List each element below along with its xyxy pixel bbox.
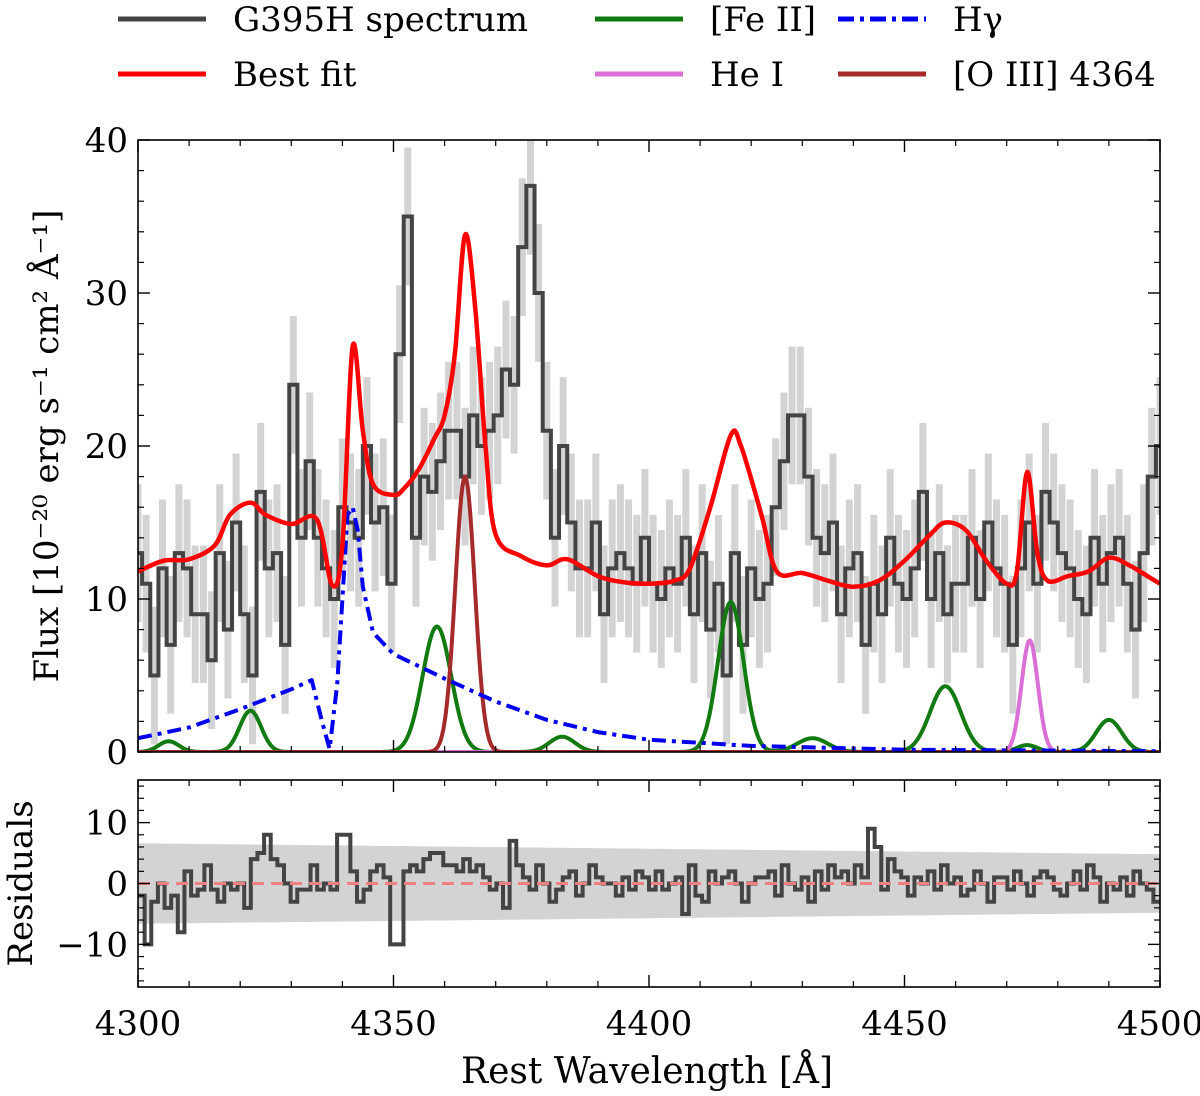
y-tick-label: 10 <box>85 580 128 620</box>
error-band-segment <box>834 850 843 917</box>
legend-entry: Best fit <box>118 55 357 95</box>
error-band-segment <box>549 847 557 920</box>
residuals-axis-label: Residuals <box>1 800 41 966</box>
error-band-segment <box>662 848 670 919</box>
error-band-segment <box>589 848 597 919</box>
error-band-segment <box>1007 852 1015 915</box>
error-band-segment <box>244 844 252 923</box>
error-band-segment <box>569 847 577 920</box>
he-i-line <box>138 638 1160 752</box>
error-band-segment <box>1100 853 1108 914</box>
legend-entry: [Fe II] <box>595 0 816 40</box>
y-tick-label: −10 <box>56 925 128 965</box>
legend-label: Best fit <box>233 55 357 95</box>
flux-panel: 0 10 20 30 40 Flux [10⁻²⁰ erg s⁻¹ cm² Å⁻¹] <box>26 121 1161 773</box>
residuals-line <box>138 826 1160 947</box>
error-band-segment <box>264 844 272 923</box>
error-band-segment <box>357 845 365 922</box>
error-band-segment <box>927 851 935 916</box>
error-band-segment <box>741 849 750 918</box>
error-band-segment <box>184 843 192 924</box>
y-tick-label: 40 <box>85 121 128 161</box>
error-band-segment <box>755 849 763 918</box>
error-band-segment <box>722 849 730 918</box>
error-band-segment <box>509 847 517 920</box>
y-tick-label: 0 <box>106 865 128 905</box>
error-band-segment <box>642 848 650 919</box>
error-band-segment <box>151 843 159 924</box>
flux-plot-area <box>138 140 1160 752</box>
error-band-segment <box>416 846 424 921</box>
h-gamma-line <box>138 505 1160 752</box>
legend-entry: He I <box>595 55 784 95</box>
error-band-segment <box>1120 853 1128 914</box>
legend-label: He I <box>710 55 784 95</box>
error-band-segment <box>456 846 464 921</box>
error-band-segment <box>1060 853 1068 914</box>
error-band-segment <box>987 852 995 915</box>
legend-entry: Hγ <box>838 0 1003 40</box>
x-tick-label: 4350 <box>350 1004 437 1044</box>
error-band-segment <box>622 848 630 919</box>
y-tick-label: 30 <box>85 274 128 314</box>
legend-label: [O III] 4364 <box>953 55 1156 95</box>
x-axis-label: Rest Wavelength [Å] <box>461 1050 833 1092</box>
y-tick-label: 0 <box>106 733 128 773</box>
best-fit-line <box>138 231 1160 590</box>
error-band-segment <box>795 850 803 917</box>
error-band-segment <box>303 845 312 922</box>
error-band-segment <box>1080 853 1088 914</box>
residuals-panel: 4300 4350 4400 4450 4500 −10 0 10 Residuals <box>1 779 1200 1044</box>
error-band-segment <box>436 846 444 921</box>
legend-label: G395H spectrum <box>233 0 528 40</box>
error-band-segment <box>874 851 882 916</box>
legend-label: Hγ <box>953 0 1003 40</box>
legend-entry: [O III] 4364 <box>838 55 1156 95</box>
error-band-segment <box>171 843 179 924</box>
error-band-segment <box>967 852 975 915</box>
legend: G395H spectrum Best fit [Fe II] He I Hγ [O II… <box>118 0 1156 95</box>
error-band-segment <box>1027 852 1035 915</box>
error-band-segment <box>702 849 710 918</box>
legend-label: [Fe II] <box>710 0 816 40</box>
residuals-plot-area <box>138 826 1160 947</box>
error-band-segment <box>814 850 823 917</box>
error-band-segment <box>907 851 916 916</box>
error-band-segment <box>337 845 345 922</box>
x-tick-label: 4450 <box>861 1004 948 1044</box>
x-tick-label: 4500 <box>1117 1004 1200 1044</box>
spectrum-line <box>138 183 1160 678</box>
error-band-segment <box>887 851 896 916</box>
error-band-segment <box>529 847 537 920</box>
y-axis-label: Flux [10⁻²⁰ erg s⁻¹ cm² Å⁻¹] <box>26 210 67 683</box>
error-band-segment <box>1040 852 1048 915</box>
error-band-segment <box>376 845 385 922</box>
error-band-segment <box>191 843 199 924</box>
error-band-segment <box>682 849 690 918</box>
legend-entry: G395H spectrum <box>118 0 528 40</box>
error-band-segment <box>469 846 478 921</box>
error-band-segment <box>489 847 497 920</box>
x-tick-label: 4300 <box>95 1004 182 1044</box>
error-band-segment <box>396 846 405 921</box>
error-band-segment <box>854 851 862 916</box>
x-tick-label: 4400 <box>606 1004 693 1044</box>
error-band-segment <box>204 844 212 923</box>
y-tick-label: 20 <box>85 427 128 467</box>
error-band-segment <box>775 850 783 917</box>
y-tick-label: 10 <box>85 804 128 844</box>
